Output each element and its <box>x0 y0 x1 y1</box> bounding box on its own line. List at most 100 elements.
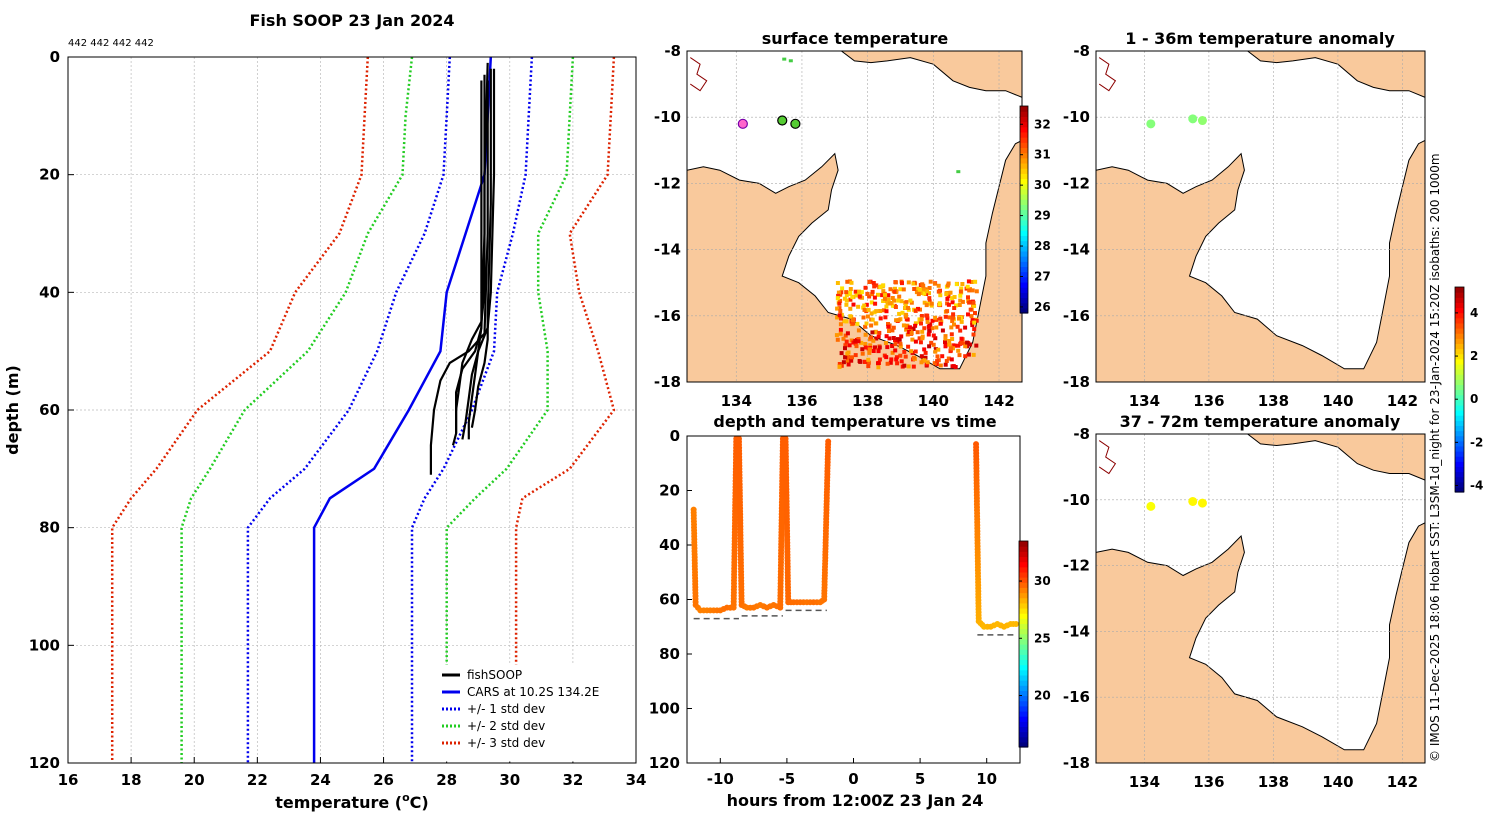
sst-pixel <box>863 345 868 350</box>
sst-pixel <box>838 322 843 327</box>
sst-pixel <box>971 300 976 305</box>
sst-pixel <box>870 289 875 294</box>
sst-pixel <box>835 315 840 320</box>
sst-pixel <box>856 304 861 309</box>
sst-pixel <box>898 341 903 346</box>
colorbar-segment <box>1020 183 1028 190</box>
colorbar-segment <box>1455 451 1464 457</box>
sst-pixel <box>924 303 929 308</box>
sst-pixel <box>837 364 842 369</box>
colorbar-segment <box>1455 312 1464 319</box>
map-xtick-label: 140 <box>1322 773 1353 791</box>
colorbar-segment <box>1455 476 1464 483</box>
colorbar-segment <box>1455 471 1464 478</box>
sst-pixel <box>951 312 956 317</box>
colorbar-segment <box>1019 705 1028 712</box>
sst-pixel <box>927 344 932 349</box>
sst-pixel <box>894 355 899 360</box>
colorbar-tick-label: 4 <box>1470 306 1478 320</box>
sst-pixel <box>929 340 934 345</box>
profile-xtick-label: 34 <box>626 771 647 789</box>
sst-pixel <box>850 295 855 300</box>
colorbar-segment <box>1020 245 1028 252</box>
colorbar-segment <box>1455 399 1464 406</box>
profile-xtick-label: 30 <box>499 771 520 789</box>
sst-pixel <box>844 302 849 307</box>
station-marker-2 <box>1188 114 1198 124</box>
map-frame <box>1095 50 1426 383</box>
colorbar-segment <box>1019 597 1028 604</box>
map-xtick-label: 134 <box>721 392 752 410</box>
land-australia <box>1096 522 1425 763</box>
colorbar-segment <box>1019 716 1028 722</box>
colorbar-segment <box>1019 695 1028 702</box>
colorbar-segment <box>1020 204 1028 211</box>
sst-pixel <box>893 280 898 285</box>
sst-pixel <box>874 283 879 288</box>
sst-pixel <box>892 298 896 303</box>
colorbar-segment <box>1455 410 1464 416</box>
sst-pixel <box>838 331 843 336</box>
colorbar-segment <box>1020 240 1028 247</box>
colorbar-segment <box>1019 680 1028 686</box>
sst-pixel <box>849 358 854 363</box>
sst-pixel <box>871 338 876 343</box>
sst-pixel <box>853 353 858 358</box>
station-marker-3 <box>1197 498 1207 508</box>
sst-pixel <box>929 301 934 306</box>
profile-xtick-label: 28 <box>436 771 457 789</box>
sst-pixel <box>915 286 920 291</box>
sst-pixel <box>920 334 925 339</box>
sst-pixel <box>886 293 891 298</box>
sst-pixel <box>866 364 871 369</box>
map-ytick-label: -12 <box>1063 557 1090 575</box>
colorbar-segment <box>1020 250 1028 257</box>
sst-pixel <box>901 323 906 328</box>
sst-pixel <box>911 281 916 286</box>
colorbar-segment <box>1455 348 1464 355</box>
sst-pixel <box>873 301 878 306</box>
sst-pixel <box>943 340 947 345</box>
sst-pixel <box>835 281 840 285</box>
station-marker-2 <box>777 115 788 126</box>
sst-pixel <box>886 324 891 329</box>
sst-pixel <box>948 290 953 295</box>
sst-pixel <box>851 317 856 322</box>
sst-pixel <box>934 362 939 367</box>
timeplot-xlabel: hours from 12:00Z 23 Jan 24 <box>727 791 984 810</box>
colorbar-tick-label: 31 <box>1034 148 1051 162</box>
sst-pixel <box>957 316 961 321</box>
colorbar-segment <box>1020 307 1028 314</box>
sst-pixel <box>946 356 951 361</box>
sst-pixel <box>938 321 943 326</box>
sst-pixel <box>939 319 944 324</box>
sst-pixel <box>894 318 899 323</box>
legend-label-sd2: +/- 2 std dev <box>467 719 545 733</box>
sst-pixel <box>888 360 893 365</box>
sst-pixel <box>866 307 871 312</box>
colorbar-tick-label: 28 <box>1034 239 1051 253</box>
sst-pixel <box>876 349 881 354</box>
colorbar-tick-label: 2 <box>1470 349 1478 363</box>
colorbar-segment <box>1455 456 1464 462</box>
profile-ylabel: depth (m) <box>3 365 22 455</box>
sst-pixel <box>905 317 910 322</box>
colorbar-segment <box>1455 338 1464 344</box>
sst-pixel <box>844 319 849 324</box>
colorbar-segment <box>1019 700 1028 707</box>
map-ytick-label: -10 <box>654 108 681 126</box>
sst-pixel <box>841 336 846 341</box>
sst-pixel <box>955 324 960 329</box>
colorbar-segment <box>1455 481 1464 488</box>
sst-pixel <box>903 354 908 359</box>
sst-pixel <box>974 289 979 294</box>
timeplot-ytick-label: 0 <box>670 427 680 445</box>
sst-pixel <box>839 312 844 317</box>
sst-pixel <box>871 349 876 353</box>
colorbar-tick-label: -2 <box>1470 435 1483 449</box>
map-xtick-label: 134 <box>1129 773 1160 791</box>
colorbar-segment <box>1019 541 1028 547</box>
sst-pixel <box>911 327 916 331</box>
colorbar-segment <box>1020 131 1028 138</box>
legend-label-sd1: +/- 1 std dev <box>467 702 545 716</box>
